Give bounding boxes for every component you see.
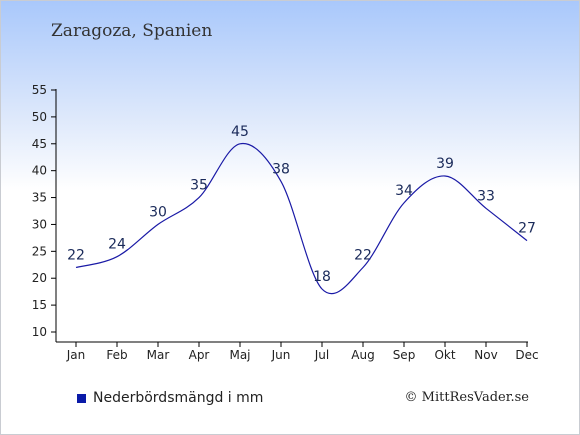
data-label: 38: [272, 161, 290, 177]
x-tick-label: Apr: [189, 348, 210, 362]
data-label: 22: [67, 247, 85, 263]
data-label: 18: [313, 269, 331, 285]
data-label: 27: [518, 221, 536, 237]
chart-title: Zaragoza, Spanien: [51, 21, 213, 41]
x-tick-label: Okt: [434, 348, 455, 362]
data-label: 35: [190, 178, 208, 194]
x-tick-label: Jan: [66, 348, 86, 362]
x-tick-label: Sep: [393, 348, 416, 362]
data-label: 45: [231, 124, 249, 140]
x-tick-label: Feb: [106, 348, 127, 362]
y-tick-label: 15: [32, 298, 47, 312]
y-tick-label: 55: [32, 83, 47, 97]
y-tick-label: 20: [32, 271, 47, 285]
x-tick-label: Aug: [351, 348, 374, 362]
y-tick-label: 10: [32, 325, 47, 339]
x-tick-label: Maj: [229, 348, 250, 362]
legend-label: Nederbördsmängd i mm: [93, 390, 264, 406]
x-tick-label: Jul: [314, 348, 329, 362]
data-label: 22: [354, 247, 372, 263]
y-tick-label: 30: [32, 217, 47, 231]
x-tick-label: Jun: [271, 348, 291, 362]
data-label: 33: [477, 188, 495, 204]
data-label: 24: [108, 237, 126, 253]
series-line: [75, 143, 528, 295]
x-tick-label: Dec: [515, 348, 538, 362]
data-label: 30: [149, 204, 167, 220]
y-tick-label: 25: [32, 244, 47, 258]
data-label: 34: [395, 183, 413, 199]
y-tick-label: 45: [32, 137, 47, 151]
y-tick-label: 40: [32, 164, 47, 178]
data-label: 39: [436, 156, 454, 172]
y-tick-label: 50: [32, 110, 47, 124]
x-tick-label: Nov: [474, 348, 497, 362]
credit-text: © MittResVader.se: [404, 390, 529, 405]
y-tick-label: 35: [32, 191, 47, 205]
legend-marker: [77, 394, 86, 403]
x-tick-label: Mar: [147, 348, 170, 362]
